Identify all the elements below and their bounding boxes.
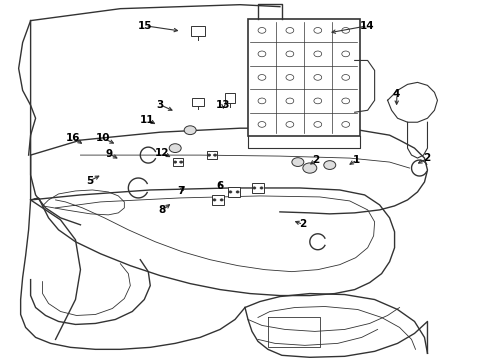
- Bar: [212, 195, 224, 205]
- Circle shape: [260, 187, 263, 189]
- Bar: [225, 93, 235, 103]
- Circle shape: [342, 122, 350, 127]
- Circle shape: [258, 51, 266, 57]
- Text: 11: 11: [140, 115, 154, 125]
- Bar: [248, 19, 360, 136]
- Text: 4: 4: [393, 89, 400, 99]
- Circle shape: [286, 122, 294, 127]
- Text: 13: 13: [216, 100, 230, 110]
- Text: 2: 2: [423, 153, 430, 163]
- Circle shape: [303, 163, 317, 173]
- Circle shape: [342, 98, 350, 104]
- Circle shape: [286, 75, 294, 80]
- Circle shape: [324, 161, 336, 170]
- Bar: [207, 151, 217, 159]
- Circle shape: [314, 75, 322, 80]
- Bar: [192, 98, 204, 106]
- Text: 12: 12: [155, 148, 169, 158]
- Text: 14: 14: [360, 21, 374, 31]
- Circle shape: [292, 158, 304, 166]
- Circle shape: [169, 144, 181, 153]
- Circle shape: [214, 154, 217, 156]
- Text: 9: 9: [106, 149, 113, 159]
- Text: 5: 5: [86, 176, 93, 186]
- Circle shape: [220, 199, 223, 201]
- Circle shape: [286, 51, 294, 57]
- Text: 7: 7: [177, 186, 184, 196]
- Circle shape: [229, 191, 232, 193]
- Circle shape: [253, 187, 256, 189]
- Text: 1: 1: [353, 155, 360, 165]
- Circle shape: [314, 27, 322, 33]
- Circle shape: [342, 75, 350, 80]
- Circle shape: [314, 51, 322, 57]
- Circle shape: [258, 75, 266, 80]
- Text: 16: 16: [66, 133, 80, 143]
- Circle shape: [258, 122, 266, 127]
- Bar: [228, 187, 240, 197]
- Bar: [191, 26, 205, 36]
- Circle shape: [184, 126, 196, 135]
- Bar: [252, 183, 264, 193]
- Circle shape: [236, 191, 239, 193]
- Text: 3: 3: [156, 100, 163, 110]
- Circle shape: [286, 98, 294, 104]
- Circle shape: [258, 98, 266, 104]
- Circle shape: [180, 161, 183, 163]
- Circle shape: [213, 199, 216, 201]
- Circle shape: [342, 27, 350, 33]
- Text: 10: 10: [96, 134, 111, 143]
- Circle shape: [314, 98, 322, 104]
- Text: 15: 15: [138, 21, 152, 31]
- Circle shape: [342, 51, 350, 57]
- Circle shape: [258, 27, 266, 33]
- Circle shape: [314, 122, 322, 127]
- Circle shape: [173, 161, 177, 163]
- Circle shape: [286, 27, 294, 33]
- Text: 8: 8: [158, 205, 166, 215]
- Text: 2: 2: [312, 155, 319, 165]
- Text: 2: 2: [299, 220, 306, 229]
- Text: 6: 6: [216, 181, 223, 191]
- Bar: [173, 158, 183, 166]
- Circle shape: [208, 154, 211, 156]
